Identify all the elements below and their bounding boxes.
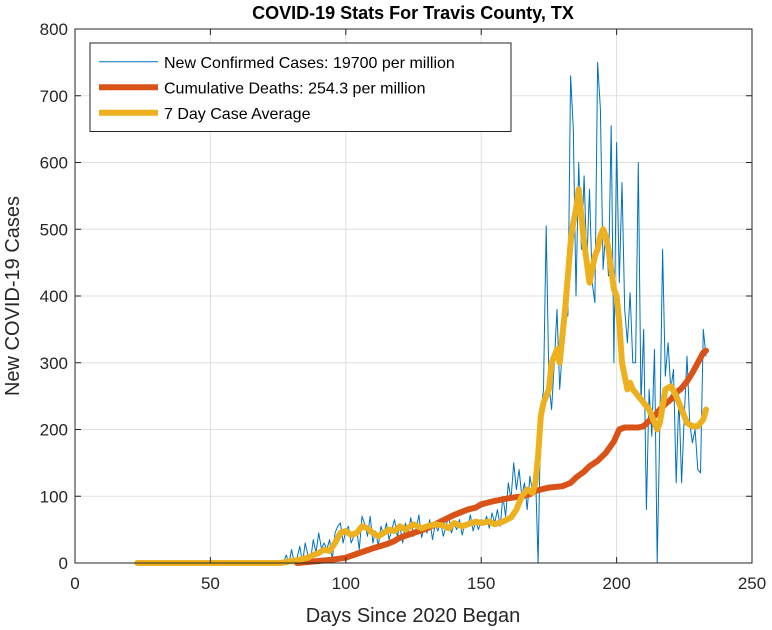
x-tick-label: 50 [201, 574, 220, 593]
series-layer [134, 61, 709, 566]
ticks: 0 50 100 150 200 250 0 100 200 300 400 500 600 700 800 [40, 20, 767, 593]
y-tick-label: 500 [40, 220, 68, 239]
x-axis-label: Days Since 2020 Began [306, 605, 521, 627]
y-tick-label: 300 [40, 354, 68, 373]
x-tick-label: 200 [602, 574, 630, 593]
series-line-cumulative-deaths-254-3-per-million [294, 347, 709, 566]
legend-label: Cumulative Deaths: 254.3 per million [164, 80, 425, 97]
series-line-new-confirmed-cases-19700-per-million [136, 61, 707, 564]
legend-label: 7 Day Case Average [164, 106, 311, 123]
x-tick-label: 250 [738, 574, 766, 593]
legend-box [89, 42, 512, 132]
y-tick-label: 100 [40, 487, 68, 506]
legend: New Confirmed Cases: 19700 per million Cu… [89, 42, 512, 132]
x-tick-label: 0 [70, 574, 79, 593]
y-tick-label: 400 [40, 287, 68, 306]
x-tick-label: 150 [467, 574, 495, 593]
y-tick-label: 0 [59, 554, 68, 573]
x-tick-label: 100 [332, 574, 360, 593]
series-line-7-day-case-average [134, 186, 709, 566]
y-tick-label: 600 [40, 154, 68, 173]
legend-label: New Confirmed Cases: 19700 per million [164, 55, 455, 72]
y-tick-label: 200 [40, 421, 68, 440]
y-tick-label: 800 [40, 20, 68, 39]
y-axis-label: New COVID-19 Cases [2, 196, 24, 396]
chart-title: COVID-19 Stats For Travis County, TX [252, 3, 574, 23]
y-tick-label: 700 [40, 87, 68, 106]
